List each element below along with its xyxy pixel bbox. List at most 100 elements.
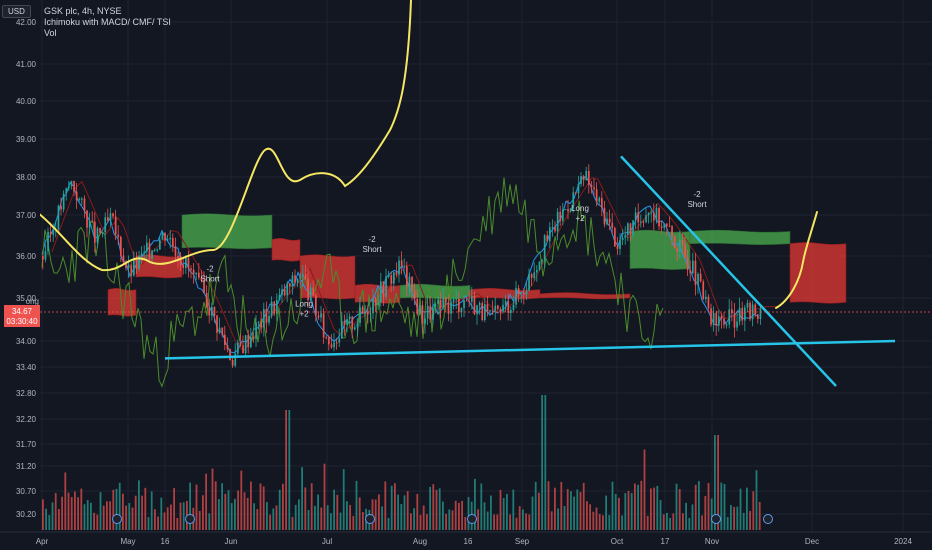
volume-bar — [131, 507, 134, 530]
x-tick-label: 17 — [661, 537, 670, 546]
volume-bar — [614, 493, 617, 530]
candle-body — [707, 296, 710, 309]
candle-body — [390, 275, 393, 284]
volume-bar — [144, 487, 147, 530]
volume-bar — [250, 481, 252, 530]
candle-body — [242, 345, 244, 354]
volume-bar — [627, 490, 630, 530]
volume-bar — [451, 510, 454, 530]
volume-title[interactable]: Vol — [44, 28, 57, 38]
candle-body — [153, 250, 156, 252]
y-tick-label: 30.20 — [16, 510, 37, 519]
volume-bar — [669, 517, 671, 530]
candle-body — [647, 213, 650, 216]
volume-bar — [403, 495, 406, 530]
candle-body — [619, 240, 621, 249]
candle-body — [221, 327, 224, 335]
candle-body — [738, 307, 741, 322]
volume-bar — [122, 493, 124, 530]
candle-body — [754, 304, 757, 315]
volume-bar — [93, 512, 95, 530]
volume-bar — [74, 491, 76, 530]
volume-bar — [672, 513, 675, 530]
candle-body — [429, 305, 432, 320]
volume-bar — [624, 493, 627, 530]
volume-bar — [125, 505, 127, 530]
candle-body — [380, 281, 382, 303]
volume-bar — [566, 489, 569, 530]
candle-body — [146, 242, 148, 252]
candle-body — [234, 353, 237, 366]
volume-bar — [176, 517, 179, 530]
volume-bar — [406, 491, 409, 530]
volume-bar — [714, 435, 716, 530]
candle-body — [276, 300, 278, 314]
volume-bar — [150, 491, 153, 530]
candle-body — [195, 272, 198, 275]
volume-bar — [272, 508, 275, 530]
currency-badge[interactable]: USD — [2, 5, 31, 18]
volume-bar — [557, 508, 559, 530]
price-axis[interactable]: 42.00 41.00 40.00 39.00 38.00 37.00 36.00 35.00… — [0, 0, 40, 532]
candle-body — [343, 321, 346, 325]
volume-bar — [531, 496, 534, 530]
x-tick-label: Nov — [705, 537, 719, 546]
volume-bar — [179, 502, 182, 530]
candle-body — [296, 279, 299, 283]
signal-label: +2 — [575, 214, 585, 223]
volume-bar — [90, 502, 92, 530]
candle-body — [356, 322, 359, 328]
candle-body — [107, 217, 109, 221]
candle-body — [78, 198, 81, 201]
volume-bar — [288, 410, 291, 530]
volume-bar — [685, 502, 687, 530]
candle-body — [398, 260, 400, 275]
candle-body — [224, 334, 226, 345]
volume-bar — [739, 488, 742, 530]
candle-body — [759, 308, 762, 319]
indicator-title[interactable]: Ichimoku with MACD/ CMF/ TSI — [44, 17, 171, 27]
candle-body — [354, 327, 356, 330]
candle-body — [62, 193, 65, 210]
volume-bar — [189, 482, 191, 530]
volume-bar — [224, 493, 227, 530]
candle-body — [689, 269, 692, 274]
candle-body — [640, 221, 642, 223]
symbol-title[interactable]: GSK plc, 4h, NYSE — [44, 6, 122, 16]
time-axis[interactable]: Apr May 16 Jun Jul Aug 16 Sep Oct 17 Nov Dec 2024 — [0, 514, 932, 550]
volume-bar — [518, 506, 521, 530]
candle-body — [481, 303, 484, 321]
volume-bar — [426, 514, 428, 530]
volume-bar — [422, 505, 425, 530]
price-tag-value: 34.67 — [12, 307, 33, 316]
volume-bar — [64, 472, 67, 530]
candle-body — [406, 266, 408, 287]
volume-bar — [486, 511, 489, 530]
volume-bar — [720, 482, 723, 530]
candle-body — [231, 360, 234, 366]
volume-bar — [346, 501, 348, 530]
candle-body — [179, 257, 182, 265]
candle-body — [312, 287, 315, 296]
candle-body — [450, 301, 452, 314]
volume-bar — [51, 502, 54, 530]
volume-bar — [83, 504, 86, 530]
volume-bar — [134, 495, 137, 530]
volume-bar — [304, 487, 307, 530]
volume-bar — [723, 483, 726, 530]
volume-bar — [154, 509, 156, 530]
volume-bar — [160, 497, 163, 530]
candle-body — [182, 264, 185, 268]
volume-bar — [736, 506, 739, 530]
volume-bar — [515, 517, 518, 530]
candle-body — [541, 259, 543, 262]
candle-body — [720, 316, 723, 319]
volume-bar — [666, 512, 668, 530]
candle-body — [497, 305, 499, 309]
y-tick-label: 35.00 — [16, 294, 37, 303]
y-tick-label: 32.20 — [16, 415, 37, 424]
volume-bar — [573, 496, 575, 530]
candle-body — [611, 222, 614, 229]
